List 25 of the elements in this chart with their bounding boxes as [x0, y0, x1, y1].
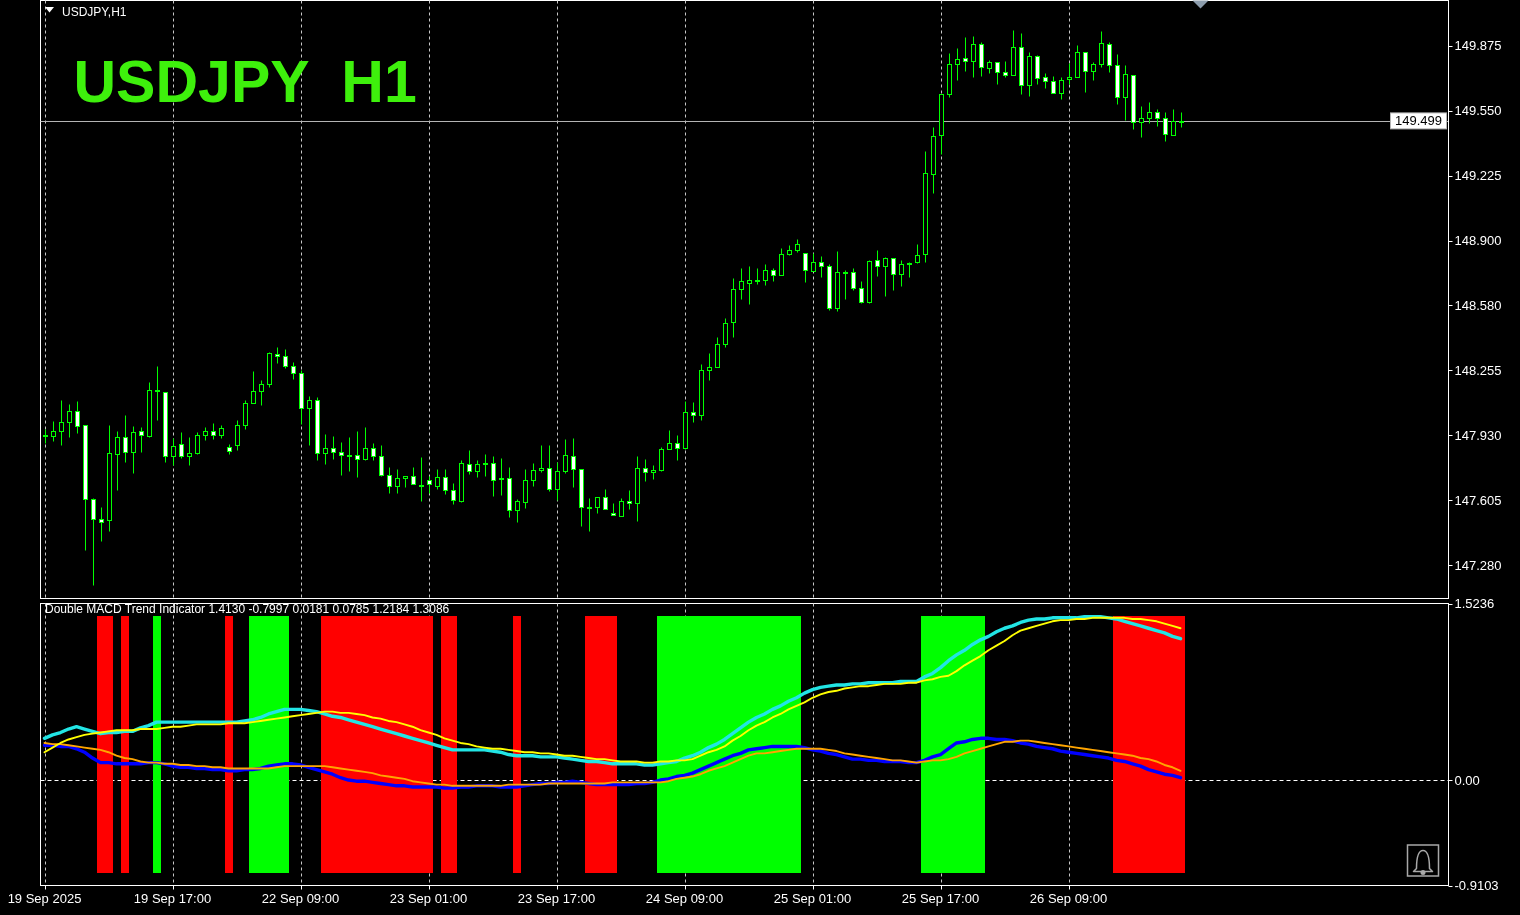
x-tick-label: 25 Sep 17:00	[901, 890, 980, 906]
ref-line-label: 149.499	[1395, 113, 1442, 129]
y-tick-label: 147.605	[1454, 492, 1502, 508]
annotation: USDJPY,H1	[62, 4, 127, 19]
x-tick-label: 19 Sep 2025	[7, 890, 82, 906]
text: USDJPY H1	[73, 48, 417, 115]
y-tick-label: 149.550	[1454, 103, 1502, 119]
y-tick-label: 149.875	[1454, 38, 1502, 54]
y-tick-label: -0.9103	[1454, 878, 1499, 893]
y-tick-label: 0.00	[1454, 772, 1480, 788]
y-tick-label: 147.280	[1454, 557, 1502, 573]
x-tick-label: 24 Sep 09:00	[645, 890, 724, 906]
x-tick-label: 19 Sep 17:00	[133, 890, 212, 906]
x-tick-label: 25 Sep 01:00	[773, 890, 852, 906]
x-tick-label: 22 Sep 09:00	[261, 890, 340, 906]
y-tick-label: 148.900	[1454, 233, 1502, 249]
x-tick-label: 23 Sep 17:00	[517, 890, 596, 906]
y-tick-label: 148.580	[1454, 297, 1502, 313]
chart-title: Double MACD Trend Indicator 1.4130 -0.7997 0.0181 0.0785 1.2184 1.3086	[45, 601, 450, 616]
x-tick-label: 23 Sep 01:00	[389, 890, 468, 906]
y-tick-label: 1.5236	[1454, 596, 1495, 611]
y-tick-label: 147.930	[1454, 427, 1502, 443]
y-tick-label: 148.255	[1454, 362, 1502, 378]
y-tick-label: 149.225	[1454, 168, 1502, 184]
x-tick-label: 26 Sep 09:00	[1029, 890, 1108, 906]
